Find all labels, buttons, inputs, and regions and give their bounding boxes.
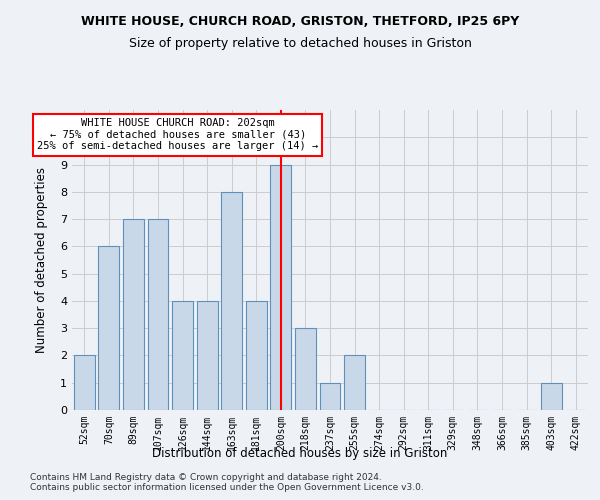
- Bar: [221, 192, 242, 410]
- Text: Contains HM Land Registry data © Crown copyright and database right 2024.: Contains HM Land Registry data © Crown c…: [30, 472, 382, 482]
- Bar: [344, 356, 365, 410]
- Bar: [148, 219, 169, 410]
- Bar: [74, 356, 95, 410]
- Bar: [197, 301, 218, 410]
- Text: WHITE HOUSE, CHURCH ROAD, GRISTON, THETFORD, IP25 6PY: WHITE HOUSE, CHURCH ROAD, GRISTON, THETF…: [81, 15, 519, 28]
- Text: WHITE HOUSE CHURCH ROAD: 202sqm
← 75% of detached houses are smaller (43)
25% of: WHITE HOUSE CHURCH ROAD: 202sqm ← 75% of…: [37, 118, 318, 152]
- Text: Distribution of detached houses by size in Griston: Distribution of detached houses by size …: [152, 448, 448, 460]
- Bar: [541, 382, 562, 410]
- Bar: [246, 301, 267, 410]
- Bar: [172, 301, 193, 410]
- Text: Contains public sector information licensed under the Open Government Licence v3: Contains public sector information licen…: [30, 484, 424, 492]
- Text: Size of property relative to detached houses in Griston: Size of property relative to detached ho…: [128, 38, 472, 51]
- Y-axis label: Number of detached properties: Number of detached properties: [35, 167, 47, 353]
- Bar: [98, 246, 119, 410]
- Bar: [295, 328, 316, 410]
- Bar: [123, 219, 144, 410]
- Bar: [320, 382, 340, 410]
- Bar: [271, 164, 292, 410]
